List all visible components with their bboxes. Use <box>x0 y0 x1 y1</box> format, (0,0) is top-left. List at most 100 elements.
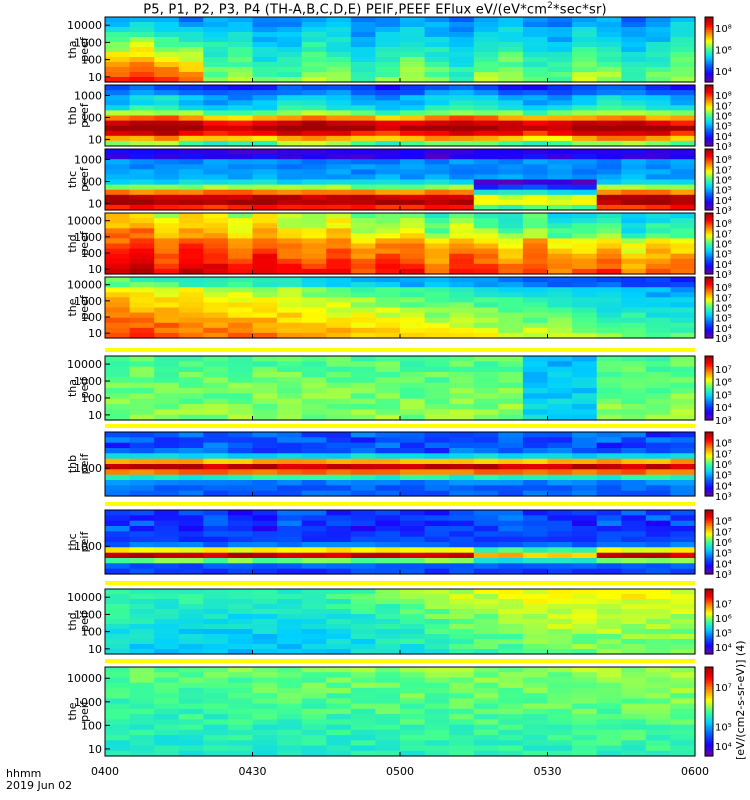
heatmap-cell <box>252 72 278 78</box>
heatmap-cell <box>375 552 401 559</box>
heatmap-cell <box>473 105 499 111</box>
heatmap-cell <box>227 184 254 191</box>
heatmap-cell <box>424 149 450 155</box>
heatmap-cell <box>473 292 499 298</box>
heatmap-cell <box>670 469 696 476</box>
heatmap-cell <box>400 302 426 309</box>
heatmap-cell <box>424 317 450 324</box>
heatmap-cell <box>301 719 327 726</box>
heatmap-cell <box>203 238 229 245</box>
heatmap-cell <box>670 164 696 170</box>
heatmap-cell <box>572 740 598 747</box>
heatmap-cell <box>301 614 327 620</box>
heatmap-cell <box>449 258 475 265</box>
heatmap-cell <box>252 292 278 298</box>
heatmap-cell <box>621 724 647 731</box>
colorbar-segment <box>705 248 713 251</box>
colorbar-segment <box>705 619 713 623</box>
heatmap-cell <box>326 85 352 91</box>
heatmap-cell <box>645 361 671 368</box>
heatmap-cell <box>375 377 401 384</box>
heatmap-cell <box>326 292 352 298</box>
heatmap-cell <box>326 312 352 319</box>
heatmap-cell <box>424 745 450 752</box>
heatmap-cell <box>572 110 598 117</box>
heatmap-cell <box>547 140 573 147</box>
colorbar-segment <box>705 299 713 302</box>
heatmap-cell <box>670 552 696 559</box>
heatmap-cell <box>670 485 696 492</box>
heatmap-cell <box>498 233 524 239</box>
heatmap-cell <box>277 698 303 705</box>
heatmap-cell <box>498 332 524 339</box>
colorbar-segment <box>705 534 713 537</box>
heatmap-cell <box>154 322 180 329</box>
heatmap-cell <box>227 464 254 470</box>
heatmap-cell <box>645 393 671 400</box>
heatmap-cell <box>498 95 524 101</box>
heatmap-cell <box>621 179 647 186</box>
heatmap-cell <box>449 388 475 394</box>
heatmap-cell <box>449 599 475 605</box>
heatmap-cell <box>547 677 573 684</box>
heatmap-cell <box>301 382 327 389</box>
heatmap-cell <box>596 639 622 645</box>
heatmap-cell <box>449 485 475 492</box>
heatmap-cell <box>375 189 401 196</box>
heatmap-cell <box>596 558 622 564</box>
heatmap-cell <box>350 218 376 224</box>
heatmap-cell <box>203 366 229 373</box>
heatmap-cell <box>105 542 131 548</box>
heatmap-cell <box>277 307 303 314</box>
heatmap-cell <box>572 366 598 373</box>
heatmap-cell <box>227 115 254 122</box>
heatmap-cell <box>670 634 696 640</box>
heatmap-cell <box>227 409 254 416</box>
heatmap-cell <box>473 599 499 605</box>
heatmap-cell <box>129 110 155 117</box>
heatmap-cell <box>105 174 131 181</box>
heatmap-cell <box>301 297 327 303</box>
heatmap-cell <box>596 194 622 201</box>
heatmap-cell <box>449 414 475 421</box>
colorbar-segment <box>705 642 713 645</box>
colorbar-segment <box>705 88 713 91</box>
heatmap-cell <box>547 174 573 181</box>
heatmap-cell <box>203 599 229 605</box>
heatmap-cell <box>129 724 155 731</box>
heatmap-cell <box>301 154 327 160</box>
heatmap-cell <box>203 258 229 265</box>
heatmap-cell <box>670 703 696 710</box>
heatmap-cell <box>277 750 303 757</box>
heatmap-cell <box>277 243 303 250</box>
heatmap-cell <box>178 179 204 186</box>
heatmap-cell <box>277 599 303 605</box>
heatmap-cell <box>178 277 204 283</box>
heatmap-cell <box>252 382 278 389</box>
heatmap-cell <box>252 194 278 201</box>
heatmap-cell <box>326 115 352 122</box>
heatmap-cell <box>498 159 524 165</box>
heatmap-cell <box>301 100 327 106</box>
heatmap-cell <box>301 317 327 324</box>
heatmap-cell <box>350 307 376 314</box>
heatmap-cell <box>252 563 278 570</box>
colorbar-segment <box>705 400 713 403</box>
heatmap-cell <box>326 105 352 111</box>
heatmap-cell <box>424 22 450 28</box>
heatmap-cell <box>375 624 401 630</box>
heatmap-cell <box>670 599 696 605</box>
colorbar-segment <box>705 298 713 301</box>
colorbar-segment <box>705 616 713 619</box>
heatmap-cell <box>252 297 278 303</box>
heatmap-cell <box>498 750 524 757</box>
heatmap-cell <box>522 735 549 741</box>
heatmap-cell <box>547 253 573 260</box>
heatmap-cell <box>572 253 598 260</box>
heatmap-cell <box>670 332 696 339</box>
heatmap-cell <box>424 169 450 175</box>
heatmap-cell <box>227 268 254 275</box>
heatmap-cell <box>350 85 376 91</box>
heatmap-cell <box>621 437 647 444</box>
heatmap-cell <box>572 745 598 752</box>
